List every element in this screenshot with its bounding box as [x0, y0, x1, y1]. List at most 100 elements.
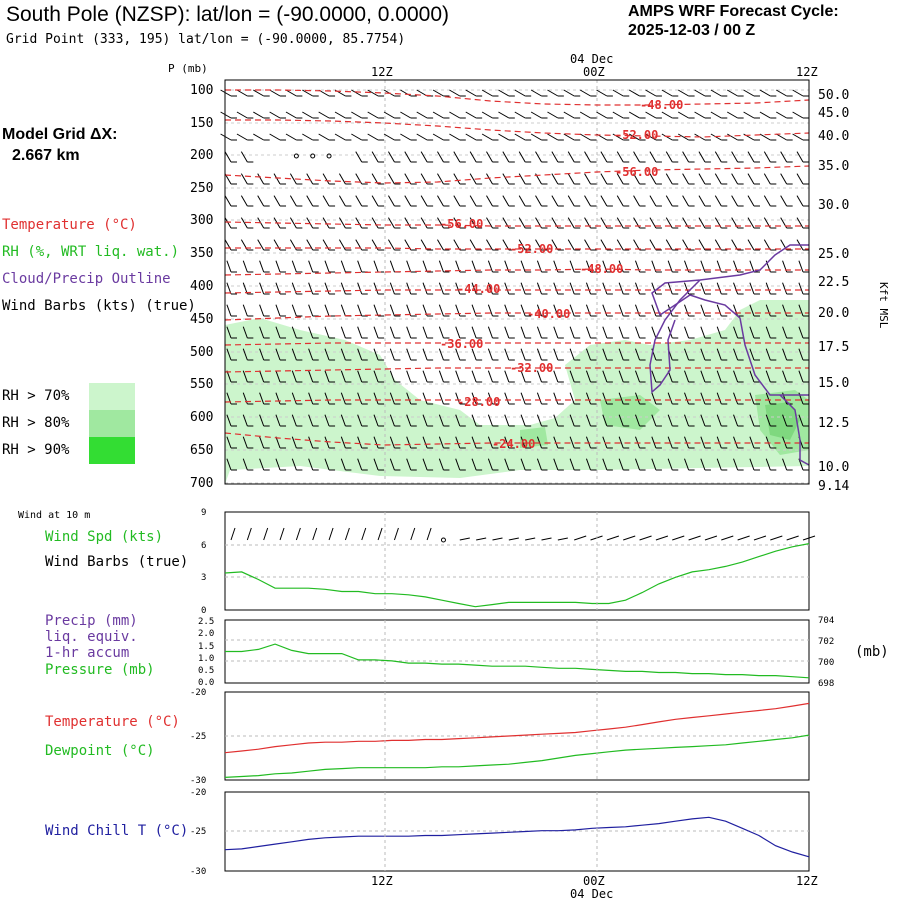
precip-ytick-0.0: 0.0 — [198, 678, 214, 688]
wind-barb — [747, 173, 755, 185]
wind-barb — [700, 348, 706, 361]
wind-barb — [340, 436, 346, 449]
wind-barb — [634, 414, 641, 427]
wind-barb — [600, 239, 608, 251]
wind-barb — [634, 348, 641, 361]
wind-barb — [340, 260, 346, 273]
pressure-tick: 650 — [190, 443, 213, 458]
wind-barb — [618, 304, 624, 317]
wind-barb — [422, 260, 428, 273]
wind-barb — [406, 414, 412, 427]
wind-barb — [716, 304, 722, 317]
wind-barb — [273, 195, 281, 207]
kft-tick: 15.0 — [818, 376, 849, 391]
lowlevel-white — [225, 466, 809, 484]
wind-barb — [438, 458, 444, 471]
wind-barb — [373, 260, 379, 273]
kft-tick: 40.0 — [818, 129, 849, 144]
wind-barb — [275, 370, 281, 383]
wind-barb — [535, 151, 542, 163]
wind-barb — [612, 111, 624, 119]
temperature-contours — [224, 89, 810, 446]
legend-rh80-label: RH > 80% — [2, 415, 70, 431]
wind-barb — [357, 458, 363, 471]
wind10m-barb — [344, 527, 350, 541]
temperature-line — [224, 702, 810, 754]
wind-barb — [731, 151, 739, 163]
wind-barb — [563, 133, 575, 141]
wind-barb — [273, 173, 281, 185]
wind-barb — [684, 304, 690, 317]
rh-shading — [225, 300, 809, 484]
forecast-cycle-date: 2025-12-03 / 00 Z — [628, 22, 756, 39]
wind-barb — [338, 195, 346, 207]
wind-barb — [747, 217, 755, 229]
wind-barb — [553, 326, 559, 339]
wind-barb — [400, 133, 412, 141]
wind-barb — [422, 348, 428, 361]
wind-barb — [518, 173, 526, 185]
wind-barb — [308, 370, 314, 383]
wind-barb — [759, 111, 771, 119]
grid-point-subtitle: Grid Point (333, 195) lat/lon = (-90.000… — [6, 32, 406, 47]
wind-barb — [733, 370, 739, 383]
wind-barb — [486, 195, 493, 207]
wind-barb — [616, 239, 624, 251]
wind-barb — [649, 195, 657, 207]
time-gridlines — [384, 512, 598, 871]
wind-barb — [357, 304, 363, 317]
wind-chill-panel: -20 -25 -30 — [190, 788, 810, 877]
wind-barb — [585, 348, 592, 361]
wind-barb — [596, 111, 608, 119]
wind-barb — [226, 304, 232, 317]
wind-barb — [633, 239, 641, 251]
wind-barb — [437, 217, 444, 229]
wind-barb — [438, 348, 444, 361]
wind-barb — [389, 304, 395, 317]
wind-barb — [645, 89, 657, 97]
calm-wind-circle — [440, 537, 446, 543]
wind-barb — [651, 436, 657, 449]
wind-barb — [765, 436, 771, 449]
wind-barb — [324, 458, 330, 471]
wind-barb — [275, 414, 281, 427]
wind-barb — [357, 326, 363, 339]
wind-barb — [242, 260, 248, 273]
wind-barb — [661, 89, 673, 97]
kft-tick: 45.0 — [818, 106, 849, 121]
legend-rh90-label: RH > 90% — [2, 442, 70, 458]
wind-barb — [782, 348, 788, 361]
wind-barb — [373, 370, 379, 383]
windchill-ytick-30: -30 — [190, 867, 206, 877]
wind-barb — [731, 173, 739, 185]
wind-barb — [487, 436, 493, 449]
wind-barb — [453, 173, 461, 185]
wind-barb — [487, 260, 493, 273]
wind-barb — [747, 195, 755, 207]
wind-barb — [455, 348, 461, 361]
wind-barb — [700, 304, 706, 317]
wind-barb — [518, 151, 526, 163]
wind-barb — [518, 217, 526, 229]
temperature-contour — [224, 221, 809, 227]
legend-rh70-swatch — [89, 383, 135, 410]
wind-barb — [530, 133, 542, 141]
wind-barb — [698, 239, 706, 251]
wind-barb — [616, 151, 624, 163]
wind-barb — [649, 239, 657, 251]
pressure-tick: 250 — [190, 181, 213, 196]
wind10m-barb — [426, 527, 432, 541]
wind-barb — [498, 89, 510, 97]
wind-barb — [600, 195, 608, 207]
wind-barb — [416, 133, 428, 141]
wind-barb — [357, 414, 363, 427]
pressure-tick: 700 — [190, 476, 213, 491]
wind-barb — [520, 436, 526, 449]
wind-barb — [389, 414, 395, 427]
wind-barb — [602, 392, 608, 405]
wind-barb — [684, 370, 690, 383]
pressure-tick: 450 — [190, 312, 213, 327]
wind-barb — [338, 217, 346, 229]
wind-barb — [371, 195, 379, 207]
wind-barb — [780, 151, 788, 163]
